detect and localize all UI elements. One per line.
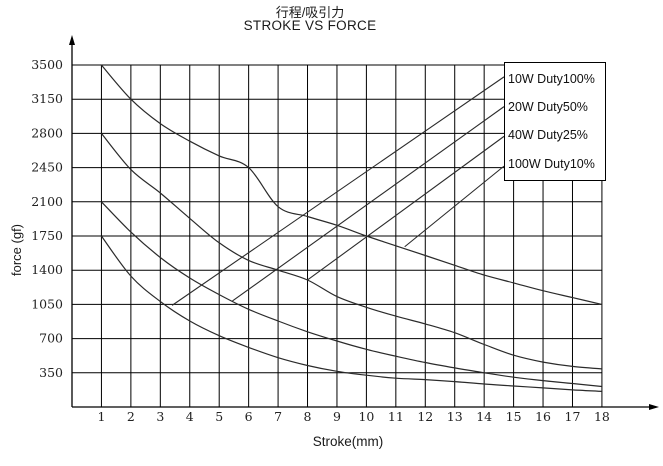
x-axis-arrow-icon <box>649 404 659 410</box>
curve-100w-duty10- <box>100 64 603 305</box>
y-tick-label: 1050 <box>31 296 63 311</box>
x-tick-label: 5 <box>215 409 223 424</box>
x-tick-label: 2 <box>127 409 135 424</box>
y-axis-label: force (gf) <box>9 224 24 276</box>
legend-leader-lines <box>171 76 505 306</box>
x-tick-label: 15 <box>506 409 522 424</box>
y-tick-label: 2100 <box>31 194 63 209</box>
x-tick-label: 11 <box>388 409 404 424</box>
x-tick-label: 1 <box>97 409 105 424</box>
y-tick-labels: 350 700 1050 1400 1750 2100 2450 2800 3150 3500 <box>31 57 63 380</box>
chart-title-zh: 行程/吸引力 <box>275 5 345 20</box>
legend-entry-100w: 100W Duty10% <box>508 156 595 171</box>
x-axis-label: Stroke(mm) <box>313 434 384 449</box>
curve-40w-duty25- <box>100 133 602 370</box>
curve-10w-duty100- <box>100 235 602 392</box>
leader-line-10w-duty100- <box>171 76 505 306</box>
x-tick-label: 16 <box>535 409 551 424</box>
chart-title-en: STROKE VS FORCE <box>243 18 377 33</box>
y-tick-label: 1400 <box>31 262 63 277</box>
curve-20w-duty50- <box>100 201 602 388</box>
leader-line-40w-duty25- <box>307 135 505 281</box>
x-tick-label: 7 <box>274 409 282 424</box>
x-tick-label: 3 <box>156 409 164 424</box>
x-tick-label: 9 <box>333 409 341 424</box>
x-tick-label: 14 <box>476 409 492 424</box>
x-tick-label: 13 <box>447 409 463 424</box>
x-tick-label: 6 <box>245 409 253 424</box>
y-tick-label: 1750 <box>31 228 63 243</box>
x-tick-labels: 1 2 3 4 5 6 7 8 9 10 11 12 13 14 15 16 17 18 <box>97 409 609 424</box>
grid-lines <box>72 64 603 407</box>
legend-entry-40w: 40W Duty25% <box>508 128 588 143</box>
x-tick-label: 12 <box>417 409 433 424</box>
legend-box: 10W Duty100% 20W Duty50% 40W Duty25% 100… <box>504 62 606 181</box>
y-tick-label: 700 <box>39 331 63 346</box>
leader-line-20w-duty50- <box>232 106 505 302</box>
x-tick-label: 17 <box>565 409 581 424</box>
y-tick-label: 2450 <box>31 160 63 175</box>
y-tick-label: 2800 <box>31 125 63 140</box>
x-tick-label: 4 <box>186 409 194 424</box>
x-tick-label: 18 <box>594 409 610 424</box>
force-curves <box>100 64 603 392</box>
y-tick-label: 350 <box>39 365 63 380</box>
y-axis-arrow-icon <box>69 35 75 45</box>
x-tick-label: 8 <box>304 409 312 424</box>
leader-line-100w-duty10- <box>404 165 505 248</box>
legend-entry-20w: 20W Duty50% <box>508 100 588 115</box>
axes <box>69 35 659 410</box>
y-tick-label: 3150 <box>31 91 63 106</box>
x-tick-label: 10 <box>358 409 374 424</box>
y-tick-label: 3500 <box>31 57 63 72</box>
legend-entry-10w: 10W Duty100% <box>508 71 595 86</box>
